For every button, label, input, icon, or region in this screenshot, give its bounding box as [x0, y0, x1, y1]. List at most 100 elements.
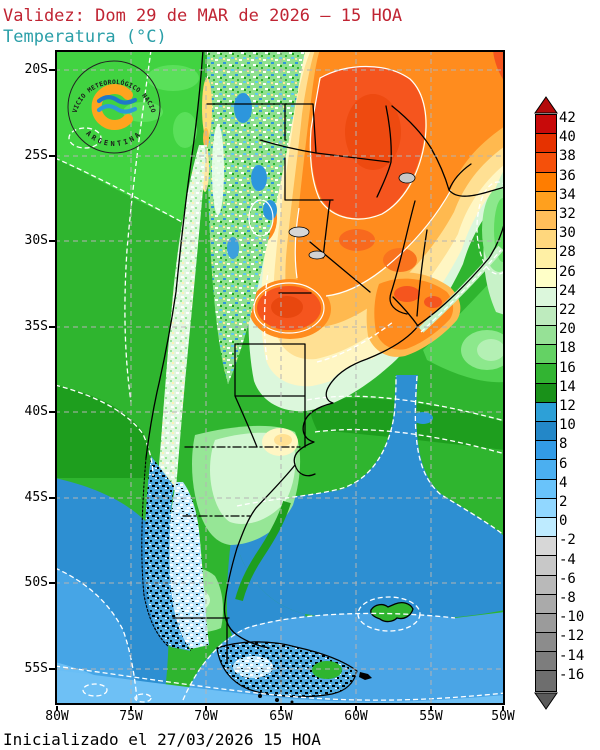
- colorbar-cell: [536, 671, 556, 691]
- lon-label: 60W: [344, 709, 368, 724]
- lon-tick: [355, 706, 357, 711]
- map-frame: [55, 50, 505, 705]
- colorbar-cell: [536, 191, 556, 211]
- colorbar-cell: [536, 575, 556, 595]
- colorbar-tick-label: 12: [559, 398, 576, 414]
- colorbar-tick-label: 16: [559, 359, 576, 376]
- colorbar-cell: [536, 249, 556, 269]
- colorbar-cell: [536, 613, 556, 634]
- lon-label: 80W: [45, 709, 69, 724]
- temperature-map: SERVICIO METEOROLÓGICO NACIONAL ARGENTIN…: [55, 50, 505, 705]
- init-time-caption: Inicializado el 27/03/2026 15 HOA: [3, 730, 321, 749]
- lon-tick: [205, 706, 207, 711]
- colorbar-tick-label: -12: [559, 628, 585, 645]
- colorbar-cell: [536, 441, 556, 461]
- warm-temperature-region: [245, 50, 505, 412]
- colorbar-tick-label: -14: [559, 647, 585, 664]
- colorbar-cell: [536, 633, 556, 653]
- colorbar-tick-label: 8: [559, 436, 568, 453]
- colorbar-lower-arrow: [534, 692, 558, 710]
- colorbar-tick-label: -16: [559, 666, 585, 683]
- lon-tick: [430, 706, 432, 711]
- lon-tick: [130, 706, 132, 711]
- variable-subtitle: Temperatura (°C): [3, 27, 167, 47]
- colorbar-tick-label: 34: [559, 186, 576, 203]
- lon-tick: [502, 706, 504, 711]
- colorbar-cell: [536, 479, 556, 499]
- andes-terrain: [144, 50, 372, 704]
- colorbar-tick-label: -4: [559, 551, 576, 568]
- lat-label: 55S: [24, 661, 48, 676]
- contour-lines: [55, 50, 505, 703]
- lat-label: 40S: [24, 404, 48, 419]
- lat-tick: [49, 69, 55, 71]
- colorbar-cell: [536, 594, 556, 614]
- colorbar-cell: [536, 306, 556, 327]
- colorbar-cell: [536, 230, 556, 250]
- colorbar-tick-label: 28: [559, 244, 576, 261]
- colorbar-tick-label: 26: [559, 263, 576, 280]
- colorbar-cell: [536, 326, 556, 346]
- colorbar-cell: [536, 652, 556, 672]
- lat-tick: [49, 582, 55, 584]
- colorbar-cell: [536, 422, 556, 442]
- colorbar-cell: [536, 556, 556, 576]
- colorbar-cell: [536, 287, 556, 307]
- lat-label: 50S: [24, 575, 48, 590]
- lon-label: 70W: [194, 709, 218, 724]
- colorbar-cell: [536, 134, 556, 154]
- colorbar-cells: [535, 114, 557, 692]
- colorbar-cell: [536, 268, 556, 288]
- lat-label: 20S: [24, 62, 48, 77]
- colorbar-tick-label: 42: [559, 110, 576, 126]
- colorbar-tick-label: 32: [559, 206, 576, 222]
- colorbar-tick-label: 30: [559, 225, 576, 242]
- colorbar-tick-label: 38: [559, 148, 576, 165]
- lon-label: 75W: [119, 709, 143, 724]
- lat-tick: [49, 240, 55, 242]
- logo-sun-ring-icon: [91, 84, 133, 130]
- colorbar-tick-label: 2: [559, 494, 568, 510]
- logo-wave-dark-icon: [96, 95, 138, 105]
- logo-outer-circle: [67, 60, 161, 154]
- colorbar-cell: [536, 115, 556, 135]
- lon-tick: [280, 706, 282, 711]
- colorbar-cell: [536, 498, 556, 518]
- lat-label: 45S: [24, 490, 48, 505]
- graticule: [55, 50, 505, 705]
- colorbar-cell: [536, 210, 556, 231]
- colorbar-tick-label: 22: [559, 302, 576, 318]
- colorbar-cell: [536, 402, 556, 422]
- page-title: Validez: Dom 29 de MAR de 2026 — 15 HOA: [3, 6, 403, 26]
- colorbar-cell: [536, 460, 556, 480]
- colorbar-tick-label: 40: [559, 129, 576, 146]
- colorbar-tick-label: 6: [559, 455, 568, 472]
- salt-flats-and-lagoons: [288, 172, 416, 260]
- colorbar-cell: [536, 172, 556, 192]
- lon-label: 50W: [491, 709, 515, 724]
- colorbar-cell: [536, 517, 556, 538]
- lon-tick: [56, 706, 58, 711]
- colorbar-cell: [536, 537, 556, 557]
- logo-wave-light-icon: [96, 104, 138, 114]
- colorbar-cell: [536, 345, 556, 365]
- colorbar-upper-arrow: [534, 96, 558, 114]
- colorbar-tick-label: -2: [559, 532, 576, 549]
- colorbar-tick-label: 14: [559, 378, 576, 395]
- lon-label: 55W: [419, 709, 443, 724]
- colorbar-tick-label: 24: [559, 282, 576, 299]
- colorbar-tick-label: -6: [559, 570, 576, 587]
- lat-tick: [49, 155, 55, 157]
- colorbar-tick-label: 20: [559, 321, 576, 338]
- lat-tick: [49, 668, 55, 670]
- lat-label: 35S: [24, 319, 48, 334]
- colorbar-cell: [536, 383, 556, 403]
- colorbar-tick-label: 36: [559, 167, 576, 184]
- lon-label: 65W: [269, 709, 293, 724]
- colorbar-tick-label: -8: [559, 590, 576, 606]
- colorbar-tick-label: 0: [559, 513, 568, 530]
- lat-label: 25S: [24, 148, 48, 163]
- falkland-islands: [370, 602, 414, 623]
- colorbar-tick-label: 18: [559, 340, 576, 357]
